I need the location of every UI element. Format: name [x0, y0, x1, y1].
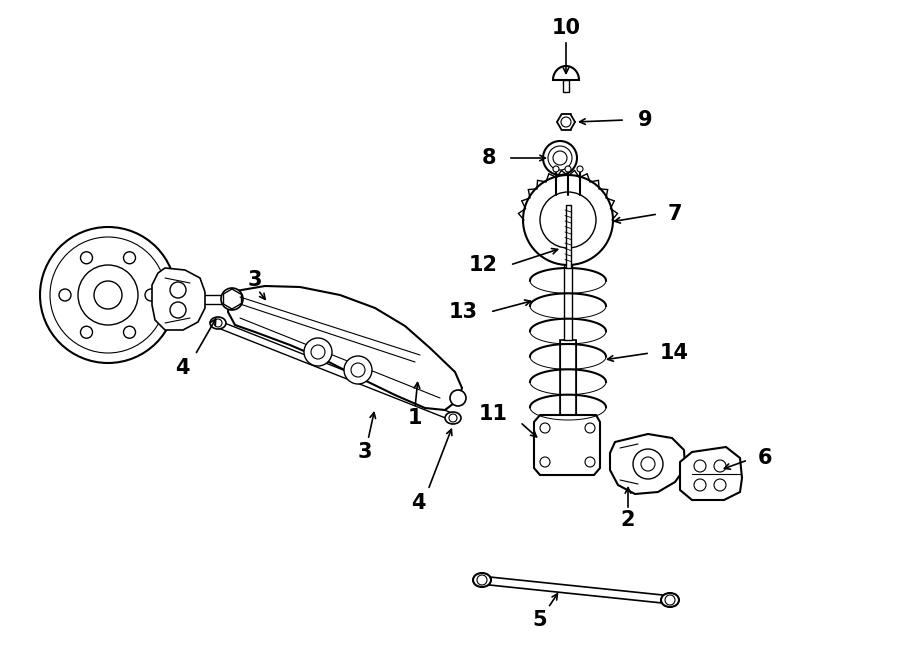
Circle shape [694, 460, 706, 472]
Text: 14: 14 [660, 343, 689, 363]
Circle shape [665, 595, 675, 605]
Text: 4: 4 [410, 493, 425, 513]
Circle shape [633, 449, 663, 479]
Circle shape [80, 327, 93, 338]
Text: 1: 1 [408, 408, 422, 428]
Text: 2: 2 [621, 510, 635, 530]
Polygon shape [610, 434, 685, 494]
Text: 13: 13 [449, 302, 478, 322]
Text: 3: 3 [358, 442, 373, 462]
Circle shape [78, 265, 138, 325]
Circle shape [540, 423, 550, 433]
Text: 4: 4 [175, 358, 189, 378]
Text: 10: 10 [552, 18, 581, 38]
Polygon shape [680, 447, 742, 500]
Circle shape [123, 327, 136, 338]
Polygon shape [534, 415, 600, 475]
Circle shape [304, 338, 332, 366]
Circle shape [585, 457, 595, 467]
Circle shape [50, 237, 166, 353]
Polygon shape [480, 576, 672, 604]
Circle shape [80, 252, 93, 264]
Circle shape [145, 289, 157, 301]
Text: 7: 7 [668, 204, 682, 224]
Text: 5: 5 [533, 610, 547, 630]
Text: 11: 11 [479, 404, 508, 424]
Ellipse shape [473, 573, 491, 587]
Circle shape [449, 414, 457, 422]
Polygon shape [175, 295, 230, 303]
Circle shape [540, 192, 596, 248]
Circle shape [553, 151, 567, 165]
Circle shape [311, 345, 325, 359]
Circle shape [714, 479, 726, 491]
Text: 12: 12 [469, 255, 498, 275]
Text: 3: 3 [248, 270, 262, 290]
Polygon shape [565, 205, 571, 268]
Circle shape [585, 423, 595, 433]
Circle shape [641, 457, 655, 471]
Circle shape [351, 363, 365, 377]
Circle shape [540, 457, 550, 467]
Text: 8: 8 [482, 148, 496, 168]
Polygon shape [152, 268, 205, 330]
Ellipse shape [210, 317, 226, 329]
Circle shape [543, 141, 577, 175]
Circle shape [565, 166, 571, 172]
Circle shape [694, 479, 706, 491]
Circle shape [714, 460, 726, 472]
Ellipse shape [445, 412, 461, 424]
Circle shape [450, 390, 466, 406]
Circle shape [94, 281, 122, 309]
Text: 9: 9 [638, 110, 652, 130]
Polygon shape [213, 320, 456, 421]
Polygon shape [563, 80, 569, 92]
Circle shape [523, 175, 613, 265]
Circle shape [577, 166, 583, 172]
Polygon shape [564, 265, 572, 340]
Circle shape [59, 289, 71, 301]
Ellipse shape [661, 593, 679, 607]
Circle shape [561, 117, 571, 127]
Circle shape [221, 288, 243, 310]
Circle shape [170, 282, 186, 298]
Polygon shape [228, 286, 462, 410]
Polygon shape [553, 66, 579, 80]
Polygon shape [560, 340, 576, 415]
Circle shape [40, 227, 176, 363]
Circle shape [214, 319, 222, 327]
Text: 6: 6 [758, 448, 772, 468]
Circle shape [477, 575, 487, 585]
Circle shape [170, 302, 186, 318]
Circle shape [548, 146, 572, 170]
Circle shape [344, 356, 372, 384]
Circle shape [553, 166, 559, 172]
Circle shape [123, 252, 136, 264]
